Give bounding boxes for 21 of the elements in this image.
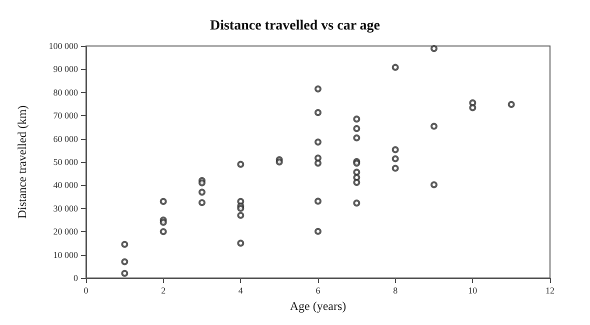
x-tick-label: 12 <box>546 286 554 296</box>
y-tick-label: 0 <box>74 273 78 283</box>
x-tick-label: 10 <box>468 286 478 296</box>
x-tick-label: 8 <box>393 286 398 296</box>
x-tick-label: 6 <box>316 286 321 296</box>
y-tick-label: 70 000 <box>53 110 78 121</box>
y-axis-title: Distance travelled (km) <box>15 105 29 219</box>
chart-title: Distance travelled vs car age <box>210 18 380 34</box>
y-tick-label: 60 000 <box>53 134 78 144</box>
x-axis-title: Age (years) <box>290 299 346 313</box>
y-tick-label: 40 000 <box>53 180 78 190</box>
y-tick-label: 20 000 <box>53 226 78 237</box>
y-tick-label: 50 000 <box>53 157 78 167</box>
y-tick-label: 30 000 <box>53 203 78 214</box>
y-tick-label: 90 000 <box>53 64 78 74</box>
y-tick-label: 80 000 <box>53 87 78 98</box>
y-tick-label: 10 000 <box>53 250 78 260</box>
x-tick-label: 4 <box>238 286 244 296</box>
y-tick-label: 100 000 <box>48 41 78 51</box>
x-tick-label: 0 <box>84 286 89 296</box>
x-tick-label: 2 <box>161 286 166 296</box>
